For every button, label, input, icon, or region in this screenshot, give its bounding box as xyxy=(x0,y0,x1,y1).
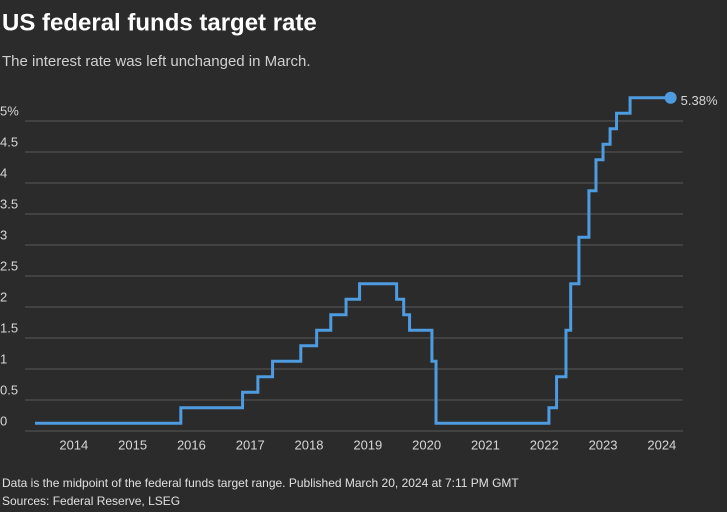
x-tick-label: 2023 xyxy=(589,437,618,452)
x-tick-label: 2018 xyxy=(295,437,324,452)
series-line xyxy=(34,96,671,425)
x-tick-label: 2019 xyxy=(353,437,382,452)
end-marker xyxy=(664,91,677,104)
x-tick-label: 2024 xyxy=(647,437,676,452)
y-tick-label: 4 xyxy=(0,165,7,180)
y-tick-label: 2.5 xyxy=(0,258,18,273)
x-tick-label: 2022 xyxy=(530,437,559,452)
y-tick-label: 3.5 xyxy=(0,196,18,211)
x-tick-label: 2020 xyxy=(412,437,441,452)
chart-title: US federal funds target rate xyxy=(2,9,317,36)
chart-subtitle: The interest rate was left unchanged in … xyxy=(2,53,311,70)
x-tick-label: 2016 xyxy=(177,437,206,452)
value-label: 5.38% xyxy=(681,93,718,108)
y-tick-label: 1.5 xyxy=(0,320,18,335)
x-tick-label: 2021 xyxy=(471,437,500,452)
y-tick-label: 5% xyxy=(0,103,19,118)
y-tick-label: 0.5 xyxy=(0,382,18,397)
footnote: Data is the midpoint of the federal fund… xyxy=(2,476,519,490)
y-tick-label: 2 xyxy=(0,289,7,304)
x-tick-label: 2017 xyxy=(236,437,265,452)
x-tick-label: 2014 xyxy=(59,437,88,452)
source: Sources: Federal Reserve, LSEG xyxy=(2,494,180,508)
y-tick-label: 4.5 xyxy=(0,134,18,149)
y-tick-label: 0 xyxy=(0,413,7,428)
y-tick-label: 3 xyxy=(0,227,7,242)
x-tick-label: 2015 xyxy=(118,437,147,452)
y-tick-label: 1 xyxy=(0,351,7,366)
